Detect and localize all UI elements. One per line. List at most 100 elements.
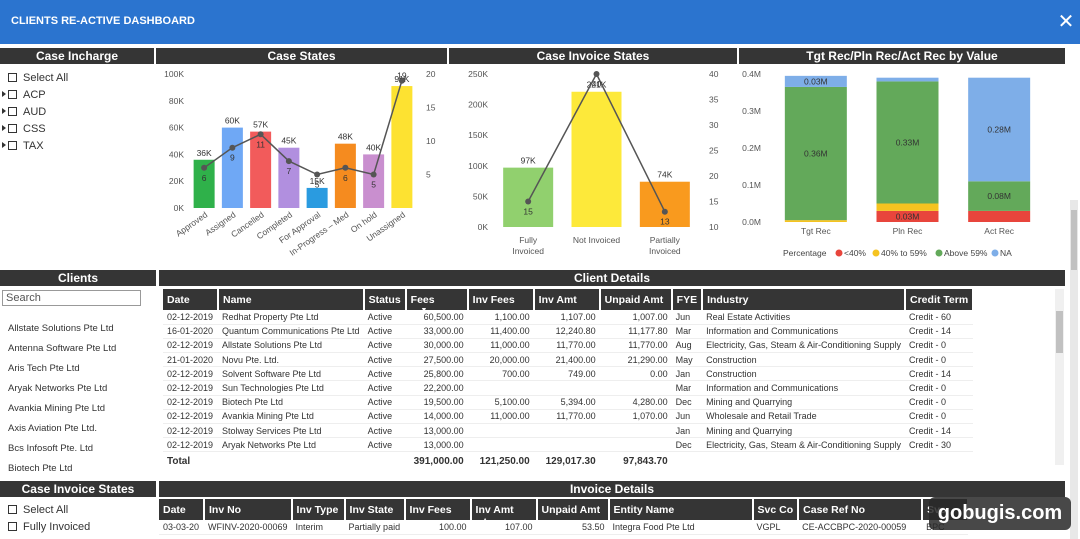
column-header[interactable]: Inv Type [291,499,346,520]
column-header[interactable]: Inv Fees [404,499,472,520]
total-cell: 97,843.70 [623,455,668,467]
bar [334,143,356,208]
column-header[interactable]: Inv Fees [467,289,535,310]
client-details-scrollbar[interactable] [1055,289,1064,465]
checkbox-icon[interactable] [8,107,17,116]
checkbox-icon[interactable] [8,124,17,133]
y-tick-label: 0K [174,203,185,213]
client-list-item[interactable]: Allstate Solutions Pte Ltd [8,323,114,334]
total-cell [218,452,364,470]
expand-icon[interactable] [2,142,6,148]
table-cell: 21,290.00 [599,352,672,368]
client-details-table: Date Name Status Fees ▼ Inv Fees Inv Amt Unpai… [163,289,975,470]
table-cell: Active [363,366,406,382]
column-header[interactable]: Case Ref No [798,499,924,520]
table-cell: 107.00 [470,520,537,535]
table-row[interactable]: 02-12-2019 Solvent Software Pte Ltd Active… [163,366,974,382]
table-cell: Electricity, Gas, Steam & Air-Conditioni… [702,338,906,354]
column-header[interactable]: Inv Amt [533,289,601,310]
incharge-item-label: TAX [23,139,44,152]
bar-value-label: 40K [366,142,381,152]
bar-value-label: 45K [281,136,296,146]
column-header[interactable]: Inv Amt ▲ [470,499,538,524]
table-cell: Active [363,437,406,453]
checkbox-icon[interactable] [8,505,17,514]
column-header[interactable]: Credit Term [905,289,975,310]
invoice-state-item-0[interactable]: Select All [8,502,68,517]
column-header[interactable]: FYE [671,289,704,310]
page-scroll-thumb[interactable] [1071,210,1077,270]
line-point [593,71,600,77]
table-cell: 21-01-2020 [163,352,218,368]
client-list-item[interactable]: Axis Aviation Pte Ltd. [8,423,98,434]
stack-segment [784,220,847,222]
checkbox-icon[interactable] [8,141,17,150]
incharge-item-2[interactable]: AUD [2,104,46,119]
client-search-input[interactable] [2,290,141,306]
column-header[interactable]: Svc Co [752,499,800,520]
client-list-item[interactable]: Avankia Mining Pte Ltd [8,403,105,414]
table-cell: 02-12-2019 [163,409,218,425]
page-scrollbar[interactable] [1070,200,1078,539]
line-point [370,171,377,178]
incharge-item-0[interactable]: Select All [8,70,68,85]
table-row[interactable]: 02-12-2019 Allstate Solutions Pte Ltd Acti… [163,338,974,354]
table-row[interactable]: 16-01-2020 Quantum Communications Pte Ltd… [163,324,974,339]
column-header[interactable]: Entity Name [608,499,754,520]
panel-header-invoice-details: Invoice Details [159,481,1065,497]
client-list-item[interactable]: Bcs Infosoft Pte. Ltd [8,443,94,454]
stack-segment [968,77,1031,182]
table-row[interactable]: 02-12-2019 Avankia Mining Pte Ltd Active 14… [163,409,974,425]
table-cell: 13,000.00 [405,437,468,453]
checkbox-icon[interactable] [8,90,17,99]
table-cell [467,380,534,396]
incharge-item-3[interactable]: CSS [2,121,46,136]
table-cell: Construction [702,366,906,382]
sort-asc-icon[interactable]: ▲ [479,516,489,524]
incharge-item-1[interactable]: ACP [2,87,46,102]
total-cell: 121,250.00 [479,455,530,467]
line-point [525,198,532,205]
table-row[interactable]: 03-03-20 WFINV-2020-00069 Interim Partially… [159,520,969,535]
client-list-item[interactable]: Aryak Networks Pte Ltd [8,383,108,394]
table-row[interactable]: 02-12-2019 Sun Technologies Pte Ltd Active… [163,380,974,396]
category-label: Partially [650,235,681,245]
table-cell: Active [363,338,406,354]
checkbox-icon[interactable] [8,522,17,531]
client-list-item[interactable]: Aris Tech Pte Ltd [8,363,80,374]
incharge-item-4[interactable]: TAX [2,138,44,153]
column-header[interactable]: Status [363,289,407,310]
table-cell: Sun Technologies Pte Ltd [218,380,364,396]
table-cell: Active [363,310,406,325]
table-cell: 14,000.00 [405,409,468,425]
case-states-chart: 100K80K60K40K20K0K201510536KApproved60KA… [164,69,436,258]
table-row[interactable]: 02-12-2019 Biotech Pte Ltd Active 19,500.00… [163,395,974,410]
invoice-state-item-1[interactable]: Fully Invoiced [8,519,90,534]
client-list-item[interactable]: Biotech Pte Ltd [8,463,73,474]
table-row[interactable]: 02-12-2019 Stolway Services Pte Ltd Active… [163,423,974,439]
column-header[interactable]: Date [159,499,205,520]
expand-icon[interactable] [2,108,6,114]
table-row[interactable]: 02-12-2019 Redhat Property Pte Ltd Active 6… [163,310,974,325]
table-cell: 27,500.00 [405,352,468,368]
y2-tick-label: 10 [426,136,436,146]
table-row[interactable]: 21-01-2020 Novu Pte. Ltd. Active 27,500.00 2… [163,352,974,368]
column-header[interactable]: Unpaid Amt [536,499,610,520]
column-header[interactable]: Fees ▼ [405,289,469,314]
legend-marker [991,249,999,257]
sort-desc-icon[interactable]: ▼ [418,306,428,314]
client-list-item[interactable]: Antenna Software Pte Ltd [8,343,117,354]
column-header[interactable]: Inv No [204,499,293,520]
column-header[interactable]: Name [218,289,365,310]
column-header[interactable]: Industry [702,289,907,310]
column-header[interactable]: Unpaid Amt [599,289,673,310]
table-row[interactable]: 02-12-2019 Aryak Networks Pte Ltd Active 13… [163,437,974,453]
client-details-scroll-thumb[interactable] [1056,311,1063,353]
expand-icon[interactable] [2,91,6,97]
column-header[interactable]: Date [163,289,219,310]
expand-icon[interactable] [2,125,6,131]
checkbox-icon[interactable] [8,73,17,82]
column-header[interactable]: Inv State [344,499,406,520]
table-cell: Avankia Mining Pte Ltd [218,409,364,425]
close-icon[interactable]: ✕ [1057,11,1075,33]
